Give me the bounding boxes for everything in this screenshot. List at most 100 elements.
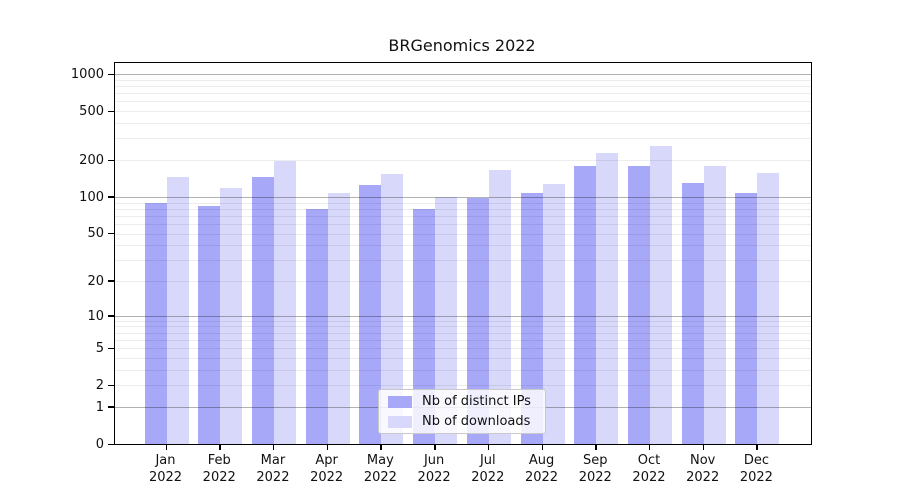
x-tick-apr (326, 444, 329, 450)
x-tick-year: 2022 (632, 470, 666, 485)
bar-nb-of-distinct-ips-jan (144, 202, 167, 444)
bar-nb-of-distinct-ips-apr (305, 208, 328, 444)
x-tick-oct (648, 444, 651, 450)
x-tick-jan (165, 444, 167, 450)
gridline-minor-8 (115, 326, 811, 328)
bar-nb-of-distinct-ips-feb (198, 205, 221, 444)
x-tick-jun (434, 444, 436, 450)
chart-title: BRGenomics 2022 (388, 36, 536, 55)
bar-nb-of-downloads-mar (273, 161, 296, 444)
gridline-minor-4 (115, 357, 811, 359)
x-tick-year: 2022 (524, 470, 559, 485)
bar-nb-of-distinct-ips-jun (413, 208, 436, 444)
x-tick-month: Sep (582, 453, 608, 468)
x-tick-nov (702, 444, 705, 450)
x-tick-aug (541, 444, 544, 450)
legend-label-downloads: Nb of downloads (422, 414, 531, 429)
bar-nb-of-downloads-jul (488, 170, 511, 444)
legend-swatch-distinct-ips (388, 395, 412, 408)
y-tick-label-1000: 1000 (70, 67, 104, 83)
bar-nb-of-downloads-apr (327, 192, 350, 444)
bar-nb-of-downloads-aug (542, 183, 565, 444)
x-tick-jul (487, 444, 490, 450)
y-tick-1000 (108, 73, 114, 76)
y-tick-100 (108, 196, 114, 198)
legend: Nb of distinct IPs Nb of downloads (378, 389, 546, 434)
plot-area (114, 62, 812, 445)
gridline-minor-400 (115, 123, 811, 125)
y-tick-5 (108, 347, 114, 350)
x-tick-mar (272, 444, 275, 450)
x-tick-month: Feb (207, 453, 231, 468)
bar-nb-of-downloads-nov (703, 165, 726, 444)
x-tick-year: 2022 (471, 470, 505, 485)
x-tick-year: 2022 (686, 470, 720, 485)
gridline-minor-3 (115, 369, 811, 371)
gridline-minor-6 (115, 339, 811, 341)
gridline-minor-2 (115, 385, 811, 387)
bar-nb-of-distinct-ips-sep (574, 165, 597, 444)
x-tick-dec (756, 444, 758, 450)
x-tick-month: Nov (690, 453, 716, 468)
x-tick-year: 2022 (417, 470, 451, 485)
gridline-minor-40 (115, 245, 811, 247)
bar-nb-of-distinct-ips-may (359, 185, 382, 444)
legend-swatch-downloads (388, 415, 412, 428)
legend-item-distinct-ips: Nb of distinct IPs (379, 394, 545, 409)
bar-nb-of-downloads-feb (220, 188, 243, 444)
x-tick-label-nov: Nov 2022 (673, 452, 733, 486)
x-tick-month: Jan (155, 453, 176, 468)
legend-item-downloads: Nb of downloads (379, 414, 545, 429)
y-tick-10 (108, 315, 114, 317)
x-tick-month: Jun (423, 453, 445, 468)
bar-nb-of-distinct-ips-dec (735, 192, 758, 444)
gridline-minor-800 (115, 86, 811, 87)
x-tick-label-jul: Jul 2022 (458, 452, 518, 486)
x-tick-year: 2022 (148, 470, 183, 485)
x-tick-label-mar: Mar 2022 (243, 452, 303, 486)
gridline-minor-50 (115, 233, 811, 235)
gridline-minor-20 (115, 281, 811, 282)
gridline-minor-900 (115, 79, 811, 81)
bar-nb-of-distinct-ips-mar (251, 177, 274, 444)
x-tick-year: 2022 (739, 470, 773, 485)
gridline-minor-200 (115, 160, 811, 161)
y-tick-label-500: 500 (79, 104, 104, 120)
bar-nb-of-downloads-oct (649, 146, 672, 444)
y-tick-20 (108, 280, 114, 282)
x-tick-month: Mar (260, 453, 286, 468)
x-tick-label-oct: Oct 2022 (619, 452, 679, 486)
bar-nb-of-distinct-ips-jul (466, 198, 489, 444)
y-tick-label-5: 5 (95, 341, 104, 357)
bar-nb-of-downloads-jun (435, 196, 458, 444)
x-tick-month: Aug (528, 453, 555, 468)
y-tick-label-1: 1 (95, 399, 104, 415)
x-tick-month: Dec (743, 453, 769, 468)
x-tick-year: 2022 (202, 470, 236, 485)
x-tick-label-aug: Aug 2022 (512, 452, 572, 486)
gridline-minor-5 (115, 348, 811, 350)
y-tick-200 (108, 159, 114, 162)
gridline-decade-1000 (115, 74, 811, 76)
x-tick-label-dec: Dec 2022 (726, 452, 786, 486)
gridline-minor-9 (115, 320, 811, 322)
x-tick-month: Apr (315, 453, 338, 468)
x-tick-sep (595, 444, 597, 450)
y-tick-label-2: 2 (95, 378, 104, 394)
gridline-minor-60 (115, 223, 811, 225)
bar-nb-of-distinct-ips-nov (681, 183, 704, 444)
y-tick-label-100: 100 (79, 189, 104, 205)
x-tick-feb (219, 444, 221, 450)
gridline-minor-70 (115, 215, 811, 217)
y-tick-50 (108, 232, 114, 235)
bar-nb-of-downloads-may (381, 173, 404, 444)
x-tick-label-sep: Sep 2022 (565, 452, 625, 486)
y-tick-label-50: 50 (87, 226, 104, 242)
x-tick-year: 2022 (363, 470, 397, 485)
x-tick-month: Jul (479, 453, 496, 468)
x-tick-year: 2022 (310, 470, 344, 485)
x-tick-year: 2022 (578, 470, 612, 485)
gridline-decade-100 (115, 196, 811, 198)
bar-nb-of-downloads-sep (596, 152, 619, 444)
